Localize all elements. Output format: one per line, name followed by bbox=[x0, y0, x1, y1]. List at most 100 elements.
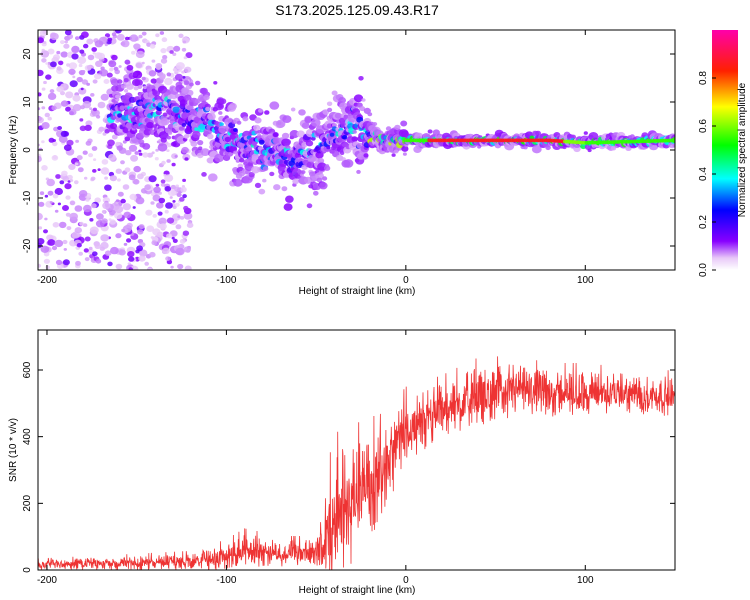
heatmap-cell bbox=[301, 122, 310, 129]
heatmap-cell bbox=[146, 121, 154, 129]
heatmap-cell bbox=[264, 110, 270, 115]
heatmap-cell bbox=[166, 72, 172, 77]
heatmap-cell bbox=[68, 163, 76, 170]
heatmap-cell bbox=[159, 74, 166, 80]
heatmap-cell bbox=[167, 143, 172, 148]
heatmap-cell bbox=[171, 236, 175, 240]
heatmap-cell bbox=[38, 238, 45, 245]
heatmap-cell bbox=[170, 265, 174, 269]
heatmap-cell bbox=[41, 48, 45, 52]
heatmap-cell bbox=[195, 80, 201, 86]
heatmap-cell bbox=[115, 168, 123, 174]
snr-frame bbox=[37, 329, 676, 571]
heatmap-cell bbox=[69, 212, 78, 221]
heatmap-cell bbox=[165, 256, 171, 261]
heatmap-cell bbox=[142, 143, 151, 150]
heatmap-cell bbox=[103, 79, 110, 84]
heatmap-cell bbox=[129, 34, 139, 42]
heatmap-cell bbox=[135, 62, 143, 68]
spectrogram-y-tick-label: -10 bbox=[22, 190, 33, 205]
heatmap-cell bbox=[92, 107, 97, 112]
heatmap-cell bbox=[130, 154, 139, 162]
heatmap-cell bbox=[176, 135, 187, 145]
heatmap-cell bbox=[102, 197, 110, 204]
heatmap-cell bbox=[90, 176, 96, 181]
heatmap-cell bbox=[90, 93, 95, 97]
heatmap-cell bbox=[117, 113, 123, 118]
heatmap-cell bbox=[51, 105, 57, 111]
heatmap-cell bbox=[179, 238, 186, 244]
heatmap-cell bbox=[69, 179, 74, 182]
heatmap-cell bbox=[138, 255, 146, 262]
heatmap-cell bbox=[52, 139, 56, 142]
heatmap-cell bbox=[77, 167, 84, 173]
heatmap-cell bbox=[93, 158, 97, 162]
heatmap-cell bbox=[109, 123, 118, 130]
heatmap-cell bbox=[92, 79, 98, 84]
heatmap-cell bbox=[41, 106, 46, 110]
heatmap-cell bbox=[91, 109, 100, 117]
heatmap-cell bbox=[162, 247, 170, 254]
heatmap-cell bbox=[326, 101, 333, 107]
heatmap-cell bbox=[109, 67, 114, 72]
heatmap-cell bbox=[137, 173, 144, 180]
heatmap-cell bbox=[101, 210, 106, 214]
heatmap-cell bbox=[338, 97, 346, 104]
heatmap-cell bbox=[119, 105, 126, 111]
heatmap-cell bbox=[201, 172, 207, 177]
heatmap-cell bbox=[84, 176, 88, 180]
heatmap-cell bbox=[325, 164, 330, 168]
heatmap-cell bbox=[68, 62, 78, 70]
heatmap-cell bbox=[54, 209, 59, 213]
heatmap-cell bbox=[152, 194, 161, 202]
heatmap-cell bbox=[150, 236, 155, 239]
colorbar-tick-label: 0.4 bbox=[698, 167, 709, 181]
heatmap-cell bbox=[281, 186, 288, 192]
heatmap-cell bbox=[174, 186, 181, 192]
heatmap-cell bbox=[111, 134, 118, 140]
heatmap-cell bbox=[84, 124, 92, 131]
heatmap-cell bbox=[115, 30, 122, 34]
heatmap-cell bbox=[104, 250, 112, 256]
heatmap-cell bbox=[311, 118, 321, 127]
heatmap-cell bbox=[182, 178, 187, 182]
heatmap-cell bbox=[45, 265, 50, 270]
heatmap-cell bbox=[180, 186, 187, 193]
heatmap-cell bbox=[45, 62, 49, 65]
spectrogram-x-tick-label: 0 bbox=[403, 275, 409, 286]
heatmap-cell bbox=[334, 112, 342, 119]
heatmap-cell bbox=[156, 202, 164, 209]
heatmap-cell bbox=[248, 172, 255, 178]
heatmap-cell bbox=[147, 267, 152, 270]
heatmap-cell bbox=[110, 78, 119, 86]
heatmap-cell bbox=[169, 196, 173, 199]
heatmap-cell bbox=[149, 251, 156, 258]
heatmap-cell bbox=[214, 153, 225, 163]
heatmap-cell bbox=[64, 40, 68, 44]
heatmap-cell bbox=[363, 153, 369, 158]
heatmap-cell bbox=[166, 217, 175, 224]
heatmap-cell bbox=[117, 178, 121, 182]
heatmap-cell bbox=[207, 112, 216, 121]
heatmap-cell bbox=[353, 94, 364, 103]
snr-y-label: SNR (10 * v/v) bbox=[8, 418, 19, 482]
heatmap-cell bbox=[150, 201, 155, 205]
heatmap-cell bbox=[79, 49, 85, 54]
heatmap-cell bbox=[38, 107, 41, 111]
heatmap-cell bbox=[298, 109, 306, 116]
heatmap-cell bbox=[128, 174, 136, 181]
heatmap-cell bbox=[200, 148, 210, 157]
heatmap-cell bbox=[96, 213, 104, 220]
heatmap-cell bbox=[185, 52, 193, 59]
heatmap-cell bbox=[71, 53, 79, 60]
heatmap-cell bbox=[100, 66, 105, 71]
heatmap-cell bbox=[133, 86, 139, 91]
heatmap-cell bbox=[142, 152, 149, 158]
heatmap-cell bbox=[61, 170, 68, 177]
heatmap-cell bbox=[38, 263, 42, 268]
heatmap-cell bbox=[38, 37, 44, 44]
heatmap-cell bbox=[343, 159, 354, 168]
heatmap-cell bbox=[47, 61, 51, 65]
heatmap-cell bbox=[292, 178, 300, 185]
